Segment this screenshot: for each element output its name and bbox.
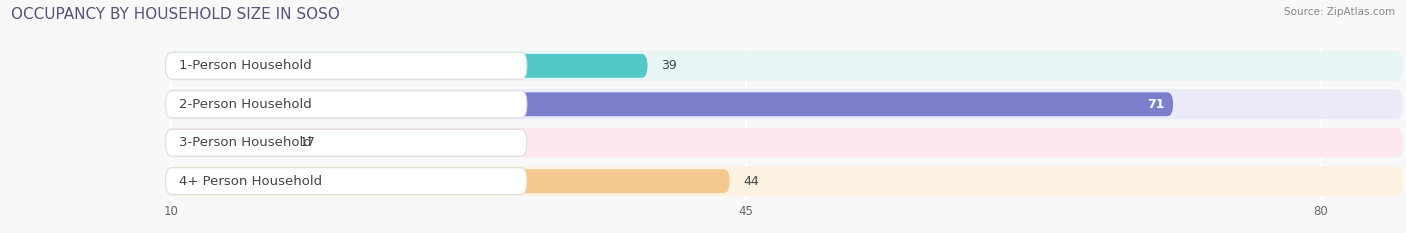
FancyBboxPatch shape <box>166 169 730 193</box>
Text: 71: 71 <box>1147 98 1166 111</box>
FancyBboxPatch shape <box>166 131 287 155</box>
FancyBboxPatch shape <box>166 129 527 156</box>
Text: 1-Person Household: 1-Person Household <box>180 59 312 72</box>
FancyBboxPatch shape <box>166 54 648 78</box>
FancyBboxPatch shape <box>166 168 527 195</box>
FancyBboxPatch shape <box>166 91 527 118</box>
Text: 2-Person Household: 2-Person Household <box>180 98 312 111</box>
FancyBboxPatch shape <box>166 92 1173 116</box>
FancyBboxPatch shape <box>166 166 1403 196</box>
Text: Source: ZipAtlas.com: Source: ZipAtlas.com <box>1284 7 1395 17</box>
Text: 4+ Person Household: 4+ Person Household <box>180 175 322 188</box>
FancyBboxPatch shape <box>166 51 1403 81</box>
FancyBboxPatch shape <box>166 128 1403 158</box>
Text: 17: 17 <box>299 136 315 149</box>
FancyBboxPatch shape <box>166 89 1403 119</box>
Text: 3-Person Household: 3-Person Household <box>180 136 312 149</box>
Text: OCCUPANCY BY HOUSEHOLD SIZE IN SOSO: OCCUPANCY BY HOUSEHOLD SIZE IN SOSO <box>11 7 340 22</box>
FancyBboxPatch shape <box>166 52 527 79</box>
Text: 39: 39 <box>661 59 676 72</box>
Text: 44: 44 <box>742 175 759 188</box>
